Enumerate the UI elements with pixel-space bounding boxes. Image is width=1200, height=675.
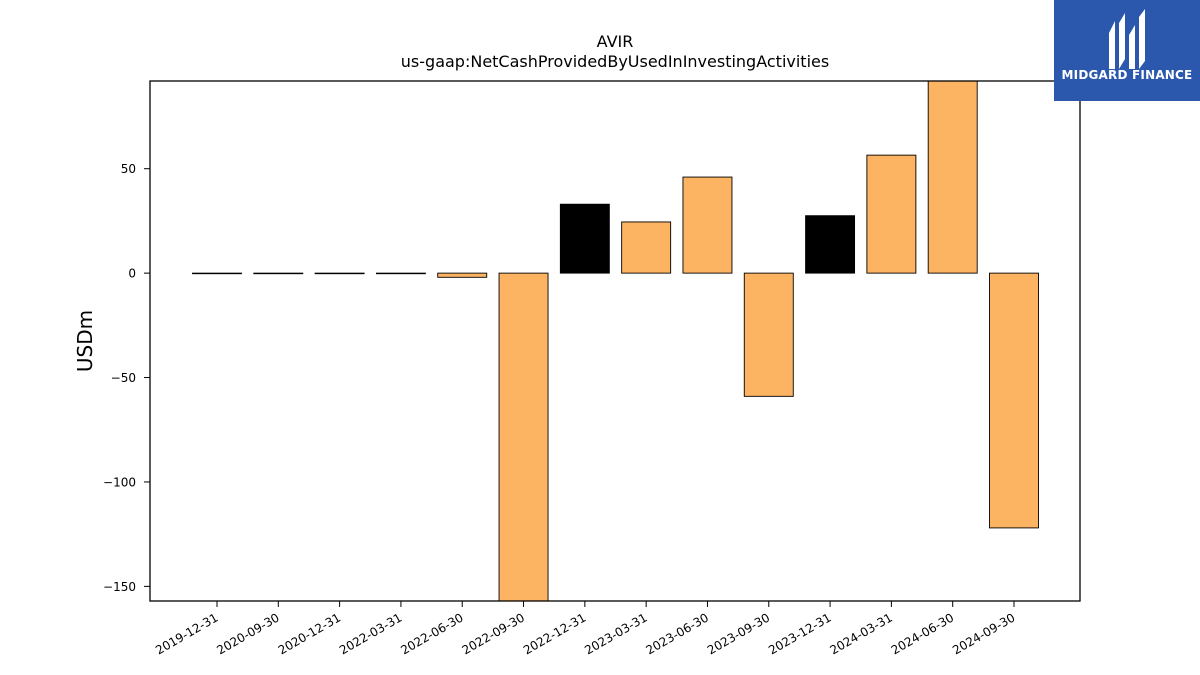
bar-2023-09-30 — [743, 272, 794, 397]
x-tick-label: 2019-12-31 — [153, 610, 220, 657]
x-tick-label: 2024-06-30 — [889, 610, 956, 657]
bar-2020-09-30 — [253, 272, 304, 275]
bar-2024-06-30 — [927, 80, 978, 274]
y-tick-label: 50 — [121, 162, 136, 176]
y-axis-label: USDm — [73, 310, 97, 372]
x-tick-label: 2023-03-31 — [582, 610, 649, 657]
y-tick-label: −150 — [103, 580, 136, 594]
bar-2023-12-31 — [805, 215, 856, 274]
y-tick-label: −50 — [111, 371, 136, 385]
x-tick-label: 2022-06-30 — [398, 610, 465, 657]
logo-text: MIDGARD FINANCE — [1061, 68, 1193, 82]
x-tick-label: 2023-12-31 — [766, 610, 833, 657]
x-tick-label: 2023-06-30 — [644, 610, 711, 657]
bar-2022-06-30 — [437, 272, 488, 278]
chart-title: AVIR — [596, 32, 634, 51]
y-axis-ticks: 50 0 −50 −100 −150 — [103, 162, 150, 594]
plot-frame — [149, 80, 1081, 602]
bar-2022-03-31 — [375, 272, 426, 275]
x-tick-label: 2022-09-30 — [460, 610, 527, 657]
y-tick-label: −100 — [103, 475, 136, 489]
x-tick-label: 2024-03-31 — [827, 610, 894, 657]
midgard-m-logo-icon — [1109, 9, 1145, 69]
bar-2020-12-31 — [314, 272, 365, 275]
x-tick-label: 2022-03-31 — [337, 610, 404, 657]
midgard-finance-logo: MIDGARD FINANCE — [1054, 0, 1200, 101]
x-tick-label: 2022-12-31 — [521, 610, 588, 657]
bar-2019-12-31 — [192, 272, 242, 275]
y-tick-label: 0 — [128, 267, 136, 281]
x-tick-label: 2023-09-30 — [705, 610, 772, 657]
x-tick-label: 2020-09-30 — [214, 610, 281, 657]
x-tick-label: 2020-12-31 — [276, 610, 343, 657]
x-axis-ticks: 2019-12-312020-09-302020-12-312022-03-31… — [153, 601, 1018, 657]
bar-2022-09-30 — [498, 272, 549, 602]
bar-2023-03-31 — [621, 221, 672, 274]
bar-2022-12-31 — [559, 203, 610, 274]
bar-2024-03-31 — [866, 154, 917, 274]
chart-subtitle: us-gaap:NetCashProvidedByUsedInInvesting… — [400, 52, 830, 71]
bars-group — [192, 80, 1039, 602]
bar-2023-06-30 — [682, 176, 733, 274]
bar-2024-09-30 — [989, 272, 1039, 529]
x-tick-label: 2024-09-30 — [950, 610, 1017, 657]
